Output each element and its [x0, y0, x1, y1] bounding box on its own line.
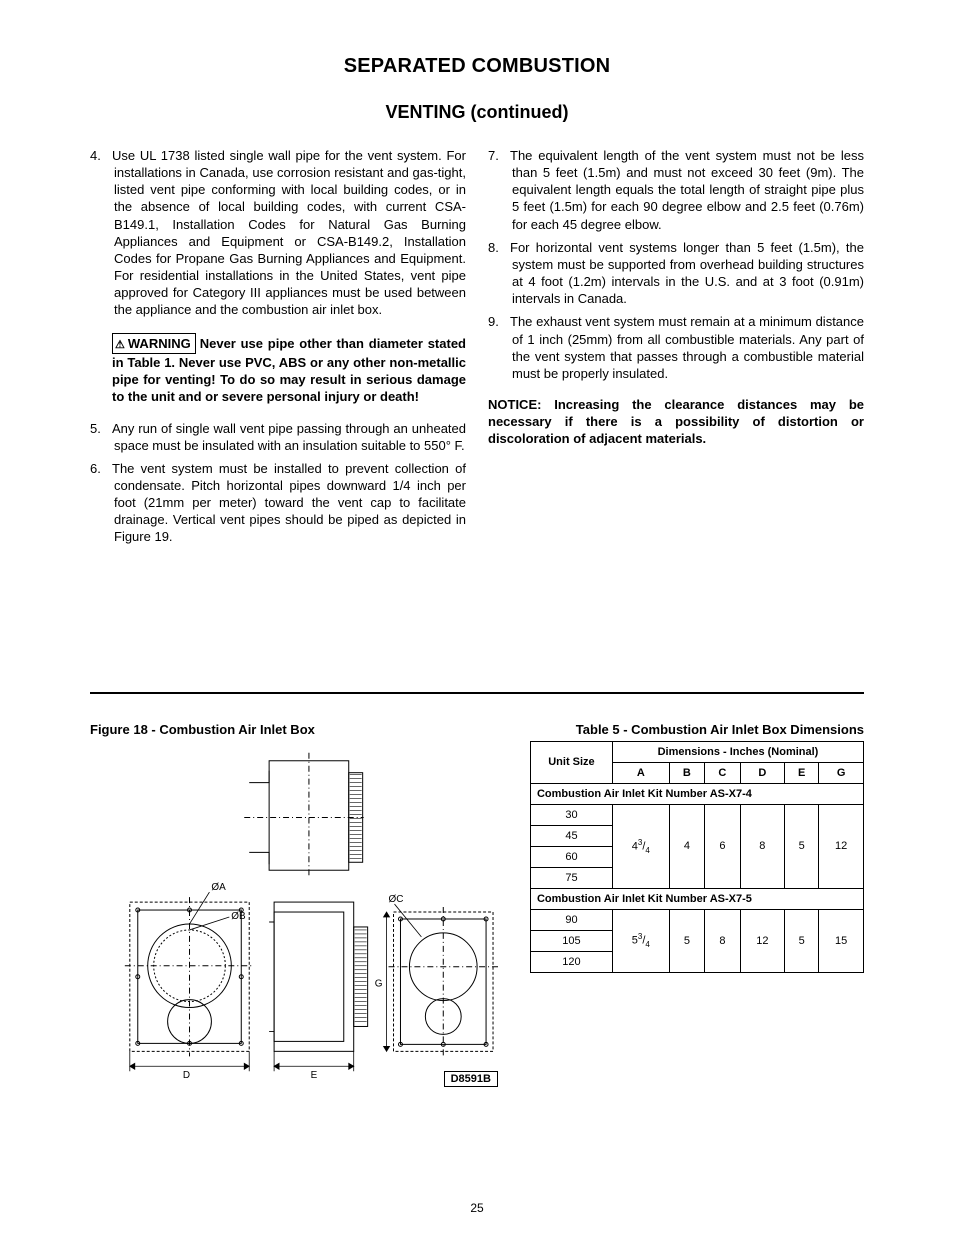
list-item: 8.For horizontal vent systems longer tha…: [512, 239, 864, 308]
cell-b: 4: [669, 804, 704, 888]
label-e: E: [311, 1070, 318, 1081]
cell-b: 5: [669, 909, 704, 972]
col-c: C: [705, 762, 740, 783]
page: SEPARATED COMBUSTION VENTING (continued)…: [0, 0, 954, 1235]
label-g: G: [375, 978, 383, 989]
col-b: B: [669, 762, 704, 783]
list-text: Any run of single wall vent pipe passing…: [112, 421, 466, 453]
cell-c: 8: [705, 909, 740, 972]
list-item: 4.Use UL 1738 listed single wall pipe fo…: [114, 147, 466, 319]
cell-size: 45: [530, 825, 612, 846]
list-text: The vent system must be installed to pre…: [112, 461, 466, 545]
col-e: E: [785, 762, 819, 783]
col-unit-size: Unit Size: [530, 741, 612, 783]
right-column: 7.The equivalent length of the vent syst…: [488, 147, 864, 552]
table-area: Table 5 - Combustion Air Inlet Box Dimen…: [530, 722, 864, 1087]
notice-block: NOTICE: Increasing the clearance distanc…: [488, 396, 864, 447]
col-dims: Dimensions - Inches (Nominal): [612, 741, 863, 762]
list-right: 7.The equivalent length of the vent syst…: [488, 147, 864, 382]
list-text: The exhaust vent system must remain at a…: [510, 314, 864, 380]
label-ob: ØB: [231, 911, 246, 922]
list-number: 6.: [90, 460, 112, 477]
table-section-row: Combustion Air Inlet Kit Number AS-X7-5: [530, 888, 863, 909]
list-item: 5.Any run of single wall vent pipe passi…: [114, 420, 466, 454]
cell-e: 5: [785, 909, 819, 972]
figure-code: D8591B: [444, 1071, 498, 1087]
cell-a: 43/4: [612, 804, 669, 888]
left-column: 4.Use UL 1738 listed single wall pipe fo…: [90, 147, 466, 552]
subsection-heading: VENTING (continued): [90, 102, 864, 123]
list-number: 7.: [488, 147, 510, 164]
table-caption: Table 5 - Combustion Air Inlet Box Dimen…: [530, 722, 864, 737]
list-text: Use UL 1738 listed single wall pipe for …: [112, 148, 466, 317]
list-number: 9.: [488, 313, 510, 330]
warning-block: WARNINGNever use pipe other than diamete…: [112, 333, 466, 406]
list-left-1: 4.Use UL 1738 listed single wall pipe fo…: [90, 147, 466, 319]
list-item: 7.The equivalent length of the vent syst…: [512, 147, 864, 233]
cell-size: 60: [530, 846, 612, 867]
list-number: 4.: [90, 147, 112, 164]
section-divider: [90, 692, 864, 694]
list-left-2: 5.Any run of single wall vent pipe passi…: [90, 420, 466, 546]
list-number: 5.: [90, 420, 112, 437]
col-d: D: [740, 762, 785, 783]
section-label: Combustion Air Inlet Kit Number AS-X7-5: [530, 888, 863, 909]
warning-badge: WARNING: [112, 333, 196, 355]
cell-size: 75: [530, 867, 612, 888]
table-header-row: Unit Size Dimensions - Inches (Nominal): [530, 741, 863, 762]
label-d: D: [183, 1070, 190, 1081]
body-columns: 4.Use UL 1738 listed single wall pipe fo…: [90, 147, 864, 552]
list-item: 9.The exhaust vent system must remain at…: [512, 313, 864, 382]
cell-size: 30: [530, 804, 612, 825]
col-g: G: [819, 762, 864, 783]
section-heading: SEPARATED COMBUSTION: [90, 55, 864, 78]
cell-d: 8: [740, 804, 785, 888]
figure-area: Figure 18 - Combustion Air Inlet Box: [90, 722, 508, 1087]
list-text: The equivalent length of the vent system…: [510, 148, 864, 232]
label-oc: ØC: [389, 894, 404, 905]
cell-size: 105: [530, 930, 612, 951]
bottom-row: Figure 18 - Combustion Air Inlet Box: [90, 722, 864, 1087]
table-row: 30 43/4 4 6 8 5 12: [530, 804, 863, 825]
list-text: For horizontal vent systems longer than …: [510, 240, 864, 306]
cell-a: 53/4: [612, 909, 669, 972]
table-row: 90 53/4 5 8 12 5 15: [530, 909, 863, 930]
cell-g: 12: [819, 804, 864, 888]
dimensions-table: Unit Size Dimensions - Inches (Nominal) …: [530, 741, 864, 973]
figure-caption: Figure 18 - Combustion Air Inlet Box: [90, 722, 508, 737]
cell-size: 120: [530, 951, 612, 972]
cell-c: 6: [705, 804, 740, 888]
cell-size: 90: [530, 909, 612, 930]
figure-svg-wrap: ØA ØB: [90, 747, 508, 1087]
list-item: 6.The vent system must be installed to p…: [114, 460, 466, 546]
combustion-box-diagram: ØA ØB: [90, 747, 508, 1087]
col-a: A: [612, 762, 669, 783]
cell-g: 15: [819, 909, 864, 972]
list-number: 8.: [488, 239, 510, 256]
cell-e: 5: [785, 804, 819, 888]
label-oa: ØA: [211, 882, 226, 893]
cell-d: 12: [740, 909, 785, 972]
section-label: Combustion Air Inlet Kit Number AS-X7-4: [530, 783, 863, 804]
table-section-row: Combustion Air Inlet Kit Number AS-X7-4: [530, 783, 863, 804]
page-number: 25: [0, 1201, 954, 1215]
